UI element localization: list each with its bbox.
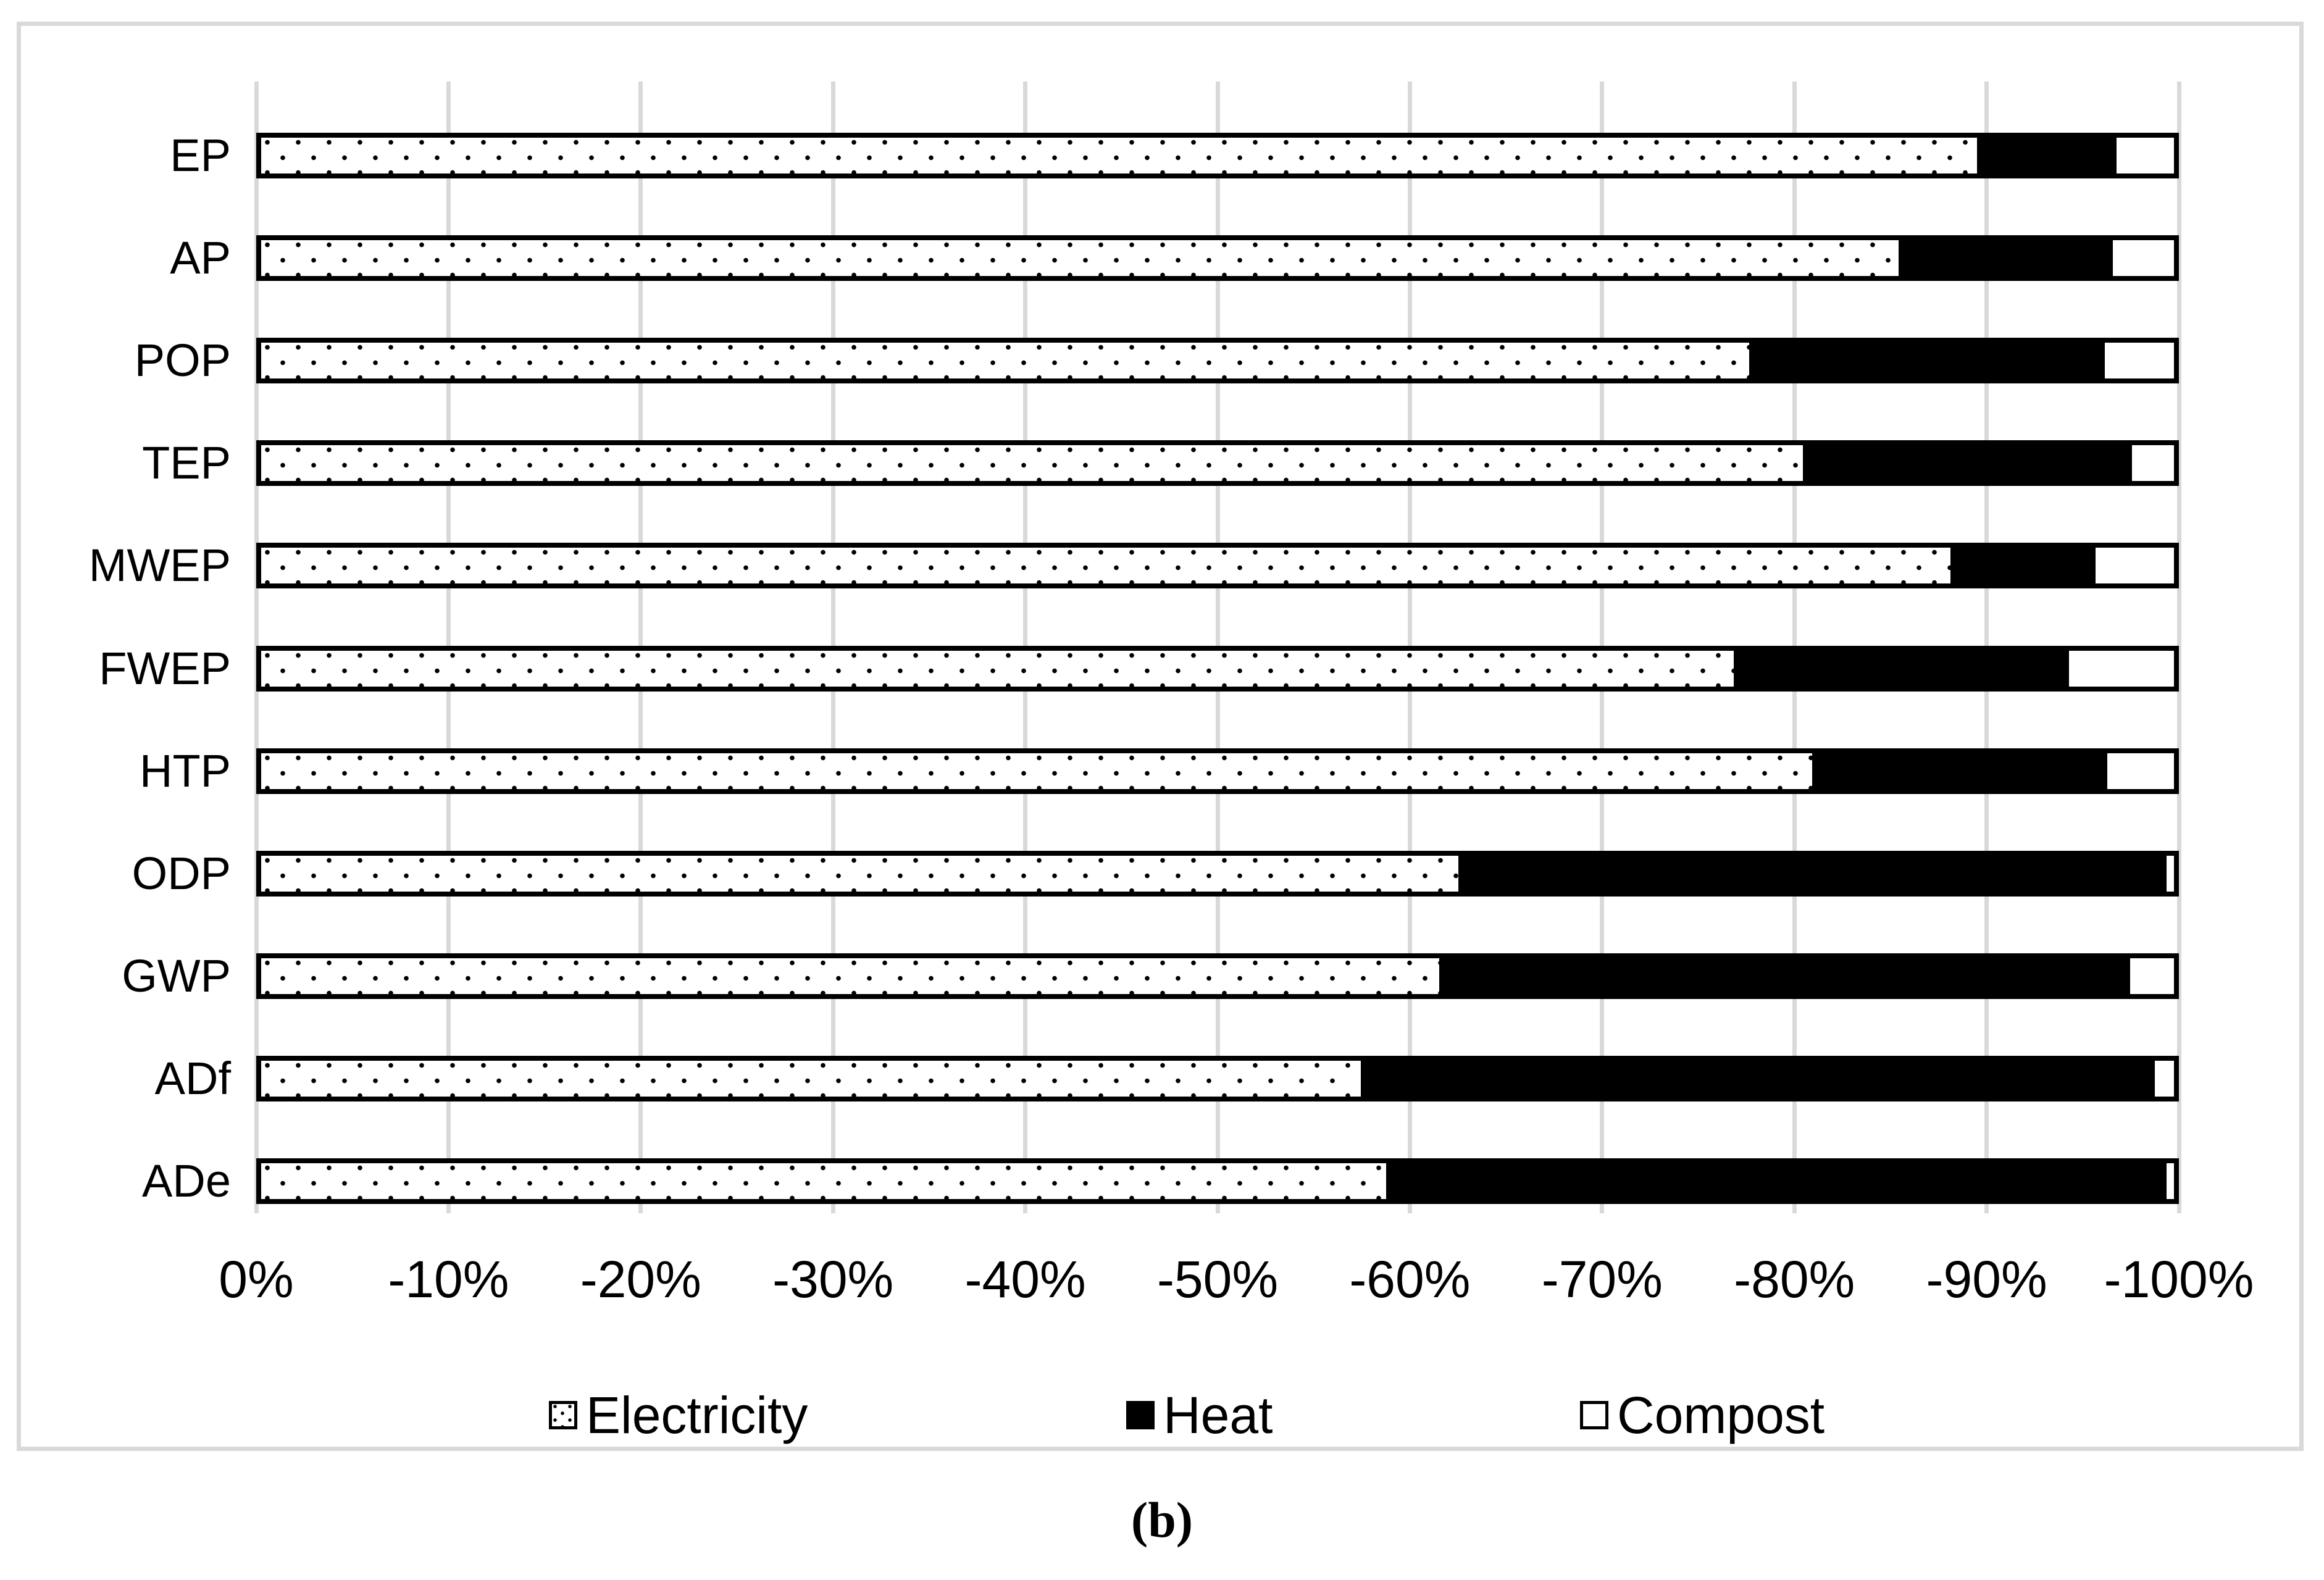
x-tick-label-0%: 0% (219, 1250, 294, 1308)
category-label-POP: POP (134, 335, 231, 387)
x-tick-label--80%: -80% (1734, 1250, 1855, 1308)
segment-electricity-HTP (261, 753, 1813, 789)
category-label-AP: AP (170, 232, 231, 284)
segment-heat-FWEP (1734, 650, 2069, 687)
legend-item-heat: Heat (1126, 1381, 1273, 1449)
x-tick-label--90%: -90% (1926, 1250, 2047, 1308)
x-tick-label--100%: -100% (2104, 1250, 2254, 1308)
segment-electricity-POP (261, 343, 1750, 379)
segment-compost-EP (2117, 138, 2174, 173)
category-label-ADf: ADf (154, 1052, 231, 1104)
bar-row-GWP (256, 953, 2179, 999)
segment-heat-AP (1898, 240, 2113, 277)
segment-compost-POP (2105, 343, 2174, 379)
segment-compost-ODP (2166, 855, 2174, 892)
bar-row-AP (256, 235, 2179, 282)
category-label-EP: EP (170, 130, 231, 181)
x-tick-label--20%: -20% (580, 1250, 701, 1308)
legend-label-electricity: Electricity (586, 1386, 808, 1444)
figure-caption: (b) (1131, 1492, 1193, 1548)
bar-row-MWEP (256, 543, 2179, 589)
legend-label-compost: Compost (1617, 1386, 1825, 1444)
segment-electricity-TEP (261, 445, 1803, 482)
segment-heat-ADe (1386, 1163, 2167, 1199)
category-label-MWEP: MWEP (88, 540, 231, 591)
x-tick-label--40%: -40% (964, 1250, 1086, 1308)
segment-electricity-GWP (261, 958, 1440, 994)
segment-electricity-ADe (261, 1163, 1386, 1199)
bar-row-POP (256, 338, 2179, 384)
category-label-FWEP: FWEP (99, 642, 231, 694)
x-tick-label--10%: -10% (388, 1250, 509, 1308)
segment-electricity-EP (261, 138, 1977, 173)
legend-label-heat: Heat (1163, 1386, 1273, 1444)
segment-compost-AP (2112, 240, 2174, 277)
segment-compost-MWEP (2095, 548, 2174, 584)
x-tick-label--50%: -50% (1156, 1250, 1279, 1308)
category-label-ODP: ODP (132, 847, 231, 899)
segment-heat-TEP (1802, 445, 2132, 482)
segment-electricity-ODP (261, 855, 1459, 892)
segment-heat-HTP (1812, 753, 2107, 789)
segment-heat-ADf (1361, 1060, 2155, 1097)
segment-compost-ADf (2155, 1060, 2174, 1097)
category-label-GWP: GWP (122, 950, 231, 1001)
legend: Electricity Heat Compost (21, 1381, 2308, 1449)
bar-row-ODP (256, 850, 2179, 897)
bar-row-EP (256, 133, 2179, 178)
bar-row-HTP (256, 748, 2179, 794)
segment-heat-POP (1749, 343, 2105, 379)
legend-item-electricity: Electricity (549, 1381, 808, 1449)
segment-heat-ODP (1458, 855, 2167, 892)
electricity-dotted-swatch-icon (549, 1401, 577, 1429)
x-tick-label--60%: -60% (1349, 1250, 1471, 1308)
bar-row-ADe (256, 1158, 2179, 1204)
segment-electricity-FWEP (261, 650, 1734, 687)
compost-white-swatch-icon (1580, 1401, 1608, 1429)
category-label-TEP: TEP (142, 437, 231, 489)
segment-heat-GWP (1439, 958, 2130, 994)
chart-frame: EP AP POP TEP MWEP FWEP HTP ODP GWP ADf ADe 0% -10%… (17, 22, 2304, 1451)
segment-heat-EP (1976, 138, 2117, 173)
segment-heat-MWEP (1950, 548, 2096, 584)
x-tick-label--30%: -30% (772, 1250, 894, 1308)
bar-row-ADf (256, 1055, 2179, 1101)
legend-item-compost: Compost (1580, 1381, 1825, 1449)
segment-compost-HTP (2107, 753, 2174, 789)
x-tick-label--70%: -70% (1541, 1250, 1663, 1308)
segment-electricity-AP (261, 240, 1899, 277)
category-label-ADe: ADe (142, 1155, 231, 1206)
segment-electricity-ADf (261, 1060, 1361, 1097)
bar-row-TEP (256, 440, 2179, 487)
heat-solid-swatch-icon (1126, 1401, 1155, 1429)
segment-compost-TEP (2131, 445, 2174, 482)
plot-area (254, 82, 2181, 1213)
segment-compost-FWEP (2068, 650, 2174, 687)
category-label-HTP: HTP (140, 745, 231, 796)
segment-compost-GWP (2130, 958, 2174, 994)
bar-row-FWEP (256, 645, 2179, 692)
segment-compost-ADe (2166, 1163, 2174, 1199)
segment-electricity-MWEP (261, 548, 1950, 584)
gridline--100% (2176, 82, 2181, 1213)
